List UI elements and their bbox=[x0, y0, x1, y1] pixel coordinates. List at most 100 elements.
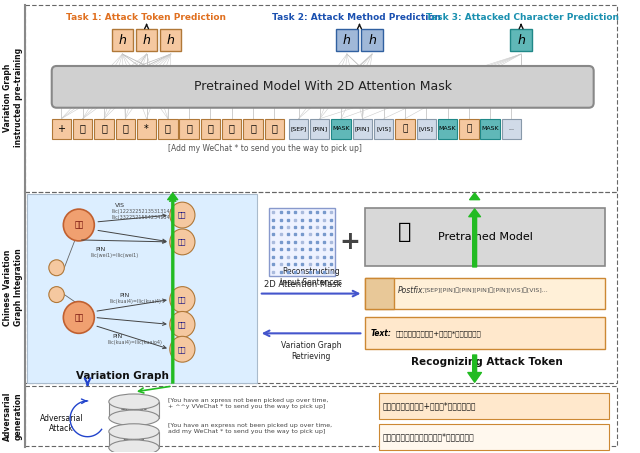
Text: MASK: MASK bbox=[481, 126, 499, 131]
Bar bbox=[201, 119, 220, 139]
Circle shape bbox=[49, 287, 64, 303]
Bar bbox=[459, 119, 479, 139]
Bar bbox=[116, 119, 135, 139]
Bar bbox=[109, 432, 159, 448]
Text: 微信: 微信 bbox=[178, 239, 187, 245]
Text: [PIN]: [PIN] bbox=[355, 126, 370, 131]
Text: Pretrained Model: Pretrained Model bbox=[438, 232, 532, 242]
Text: MASK: MASK bbox=[332, 126, 350, 131]
Text: 🦆: 🦆 bbox=[398, 222, 412, 242]
Text: $h$: $h$ bbox=[367, 33, 376, 47]
Bar bbox=[353, 119, 372, 139]
Text: $h$: $h$ bbox=[166, 33, 175, 47]
Bar bbox=[417, 119, 436, 139]
Text: llic(3322521554234134): llic(3322521554234134) bbox=[112, 215, 172, 220]
Text: llic(kuai4)=llic(kuai4): llic(kuai4)=llic(kuai4) bbox=[110, 299, 162, 304]
Bar bbox=[365, 278, 605, 309]
Text: MASK: MASK bbox=[439, 126, 456, 131]
Text: 2D Attention Mask: 2D Attention Mask bbox=[264, 280, 341, 289]
Text: Chinese Variation
Graph Integration: Chinese Variation Graph Integration bbox=[3, 249, 22, 327]
Bar bbox=[264, 119, 284, 139]
Text: llic(wei1)=llic(wei1): llic(wei1)=llic(wei1) bbox=[90, 253, 139, 258]
Text: 会通: 会通 bbox=[178, 296, 187, 303]
Text: 微信: 微信 bbox=[178, 212, 187, 218]
Text: 快递: 快递 bbox=[74, 313, 83, 322]
Text: 微信: 微信 bbox=[74, 221, 83, 230]
Bar bbox=[332, 119, 351, 139]
Text: 您有快递超时未取，+找微信*发您取件方式: 您有快递超时未取，+找微信*发您取件方式 bbox=[383, 401, 476, 410]
Text: Task 2: Attack Method Prediction: Task 2: Attack Method Prediction bbox=[272, 13, 441, 22]
Text: [Add my WeChat * to send you the way to pick up]: [Add my WeChat * to send you the way to … bbox=[168, 144, 362, 153]
Bar bbox=[310, 119, 330, 139]
Text: 您: 您 bbox=[186, 124, 192, 134]
Bar bbox=[136, 29, 157, 51]
Text: 发: 发 bbox=[165, 124, 171, 134]
Text: Adversarial
generation: Adversarial generation bbox=[3, 391, 22, 440]
Bar bbox=[158, 119, 177, 139]
Text: +: + bbox=[58, 124, 65, 134]
Bar bbox=[24, 192, 617, 383]
Text: 快递: 快递 bbox=[178, 346, 187, 352]
Text: Adversarial
Samples: Adversarial Samples bbox=[116, 400, 152, 411]
Text: Postfix:: Postfix: bbox=[398, 286, 426, 295]
Bar bbox=[269, 208, 335, 276]
Text: Task 1: Attack Token Prediction: Task 1: Attack Token Prediction bbox=[66, 13, 226, 22]
Bar bbox=[336, 29, 358, 51]
Circle shape bbox=[63, 302, 94, 333]
Text: Variation Graph: Variation Graph bbox=[76, 371, 169, 381]
Bar bbox=[365, 318, 605, 349]
Circle shape bbox=[170, 287, 195, 313]
Text: *: * bbox=[144, 124, 149, 134]
Ellipse shape bbox=[109, 410, 159, 425]
Bar bbox=[243, 119, 262, 139]
Ellipse shape bbox=[109, 394, 159, 410]
Text: Variation Graph
instructed pre-training: Variation Graph instructed pre-training bbox=[3, 48, 22, 147]
Text: $h$: $h$ bbox=[118, 33, 127, 47]
Text: 微: 微 bbox=[466, 124, 472, 133]
Text: PIN: PIN bbox=[119, 293, 129, 298]
Bar bbox=[511, 29, 532, 51]
Bar bbox=[24, 5, 617, 192]
Circle shape bbox=[170, 202, 195, 228]
Text: Reconstructing
Input Sentences: Reconstructing Input Sentences bbox=[280, 267, 342, 287]
Text: 您有快递超时未取，+找微信*发您取件方式: 您有快递超时未取，+找微信*发您取件方式 bbox=[396, 330, 481, 337]
Text: VIS: VIS bbox=[115, 203, 124, 208]
Bar bbox=[362, 29, 383, 51]
Text: Clean
Corpus: Clean Corpus bbox=[123, 430, 145, 441]
Text: [VIS]: [VIS] bbox=[419, 126, 434, 131]
Bar bbox=[289, 119, 308, 139]
Bar bbox=[179, 119, 199, 139]
Bar bbox=[160, 29, 181, 51]
Text: Adversarial
Attack: Adversarial Attack bbox=[40, 414, 83, 434]
Text: [You have an express not been picked up over time,
add my WeChat * to send you t: [You have an express not been picked up … bbox=[168, 423, 332, 434]
Bar bbox=[379, 393, 609, 419]
Text: [SEP]: [SEP] bbox=[291, 126, 307, 131]
Bar bbox=[24, 386, 617, 446]
Circle shape bbox=[63, 209, 94, 241]
Text: 件: 件 bbox=[228, 124, 235, 134]
Circle shape bbox=[170, 312, 195, 337]
Text: 信: 信 bbox=[122, 124, 128, 134]
Text: ...: ... bbox=[508, 126, 515, 131]
Text: 快递: 快递 bbox=[178, 321, 187, 328]
Text: [PIN]: [PIN] bbox=[312, 126, 328, 131]
Text: Text: Text bbox=[371, 289, 388, 298]
Text: PIN: PIN bbox=[95, 247, 105, 252]
Bar bbox=[52, 119, 71, 139]
Circle shape bbox=[170, 229, 195, 255]
Text: $h$: $h$ bbox=[342, 33, 351, 47]
Text: Text:: Text: bbox=[371, 329, 392, 338]
Text: Variation Graph
Retrieving: Variation Graph Retrieving bbox=[281, 341, 341, 361]
Circle shape bbox=[170, 336, 195, 362]
Bar bbox=[109, 402, 159, 418]
Text: Recognizing Attack Token: Recognizing Attack Token bbox=[412, 357, 563, 367]
Ellipse shape bbox=[109, 424, 159, 439]
Text: 式: 式 bbox=[271, 124, 277, 134]
Bar bbox=[365, 208, 605, 266]
Text: 找: 找 bbox=[80, 124, 86, 134]
Bar bbox=[73, 119, 92, 139]
Text: 方: 方 bbox=[250, 124, 256, 134]
FancyBboxPatch shape bbox=[52, 66, 594, 108]
Text: 您有快递超时未取，加我微信*发您取件方式: 您有快递超时未取，加我微信*发您取件方式 bbox=[383, 432, 474, 441]
Circle shape bbox=[49, 260, 64, 276]
